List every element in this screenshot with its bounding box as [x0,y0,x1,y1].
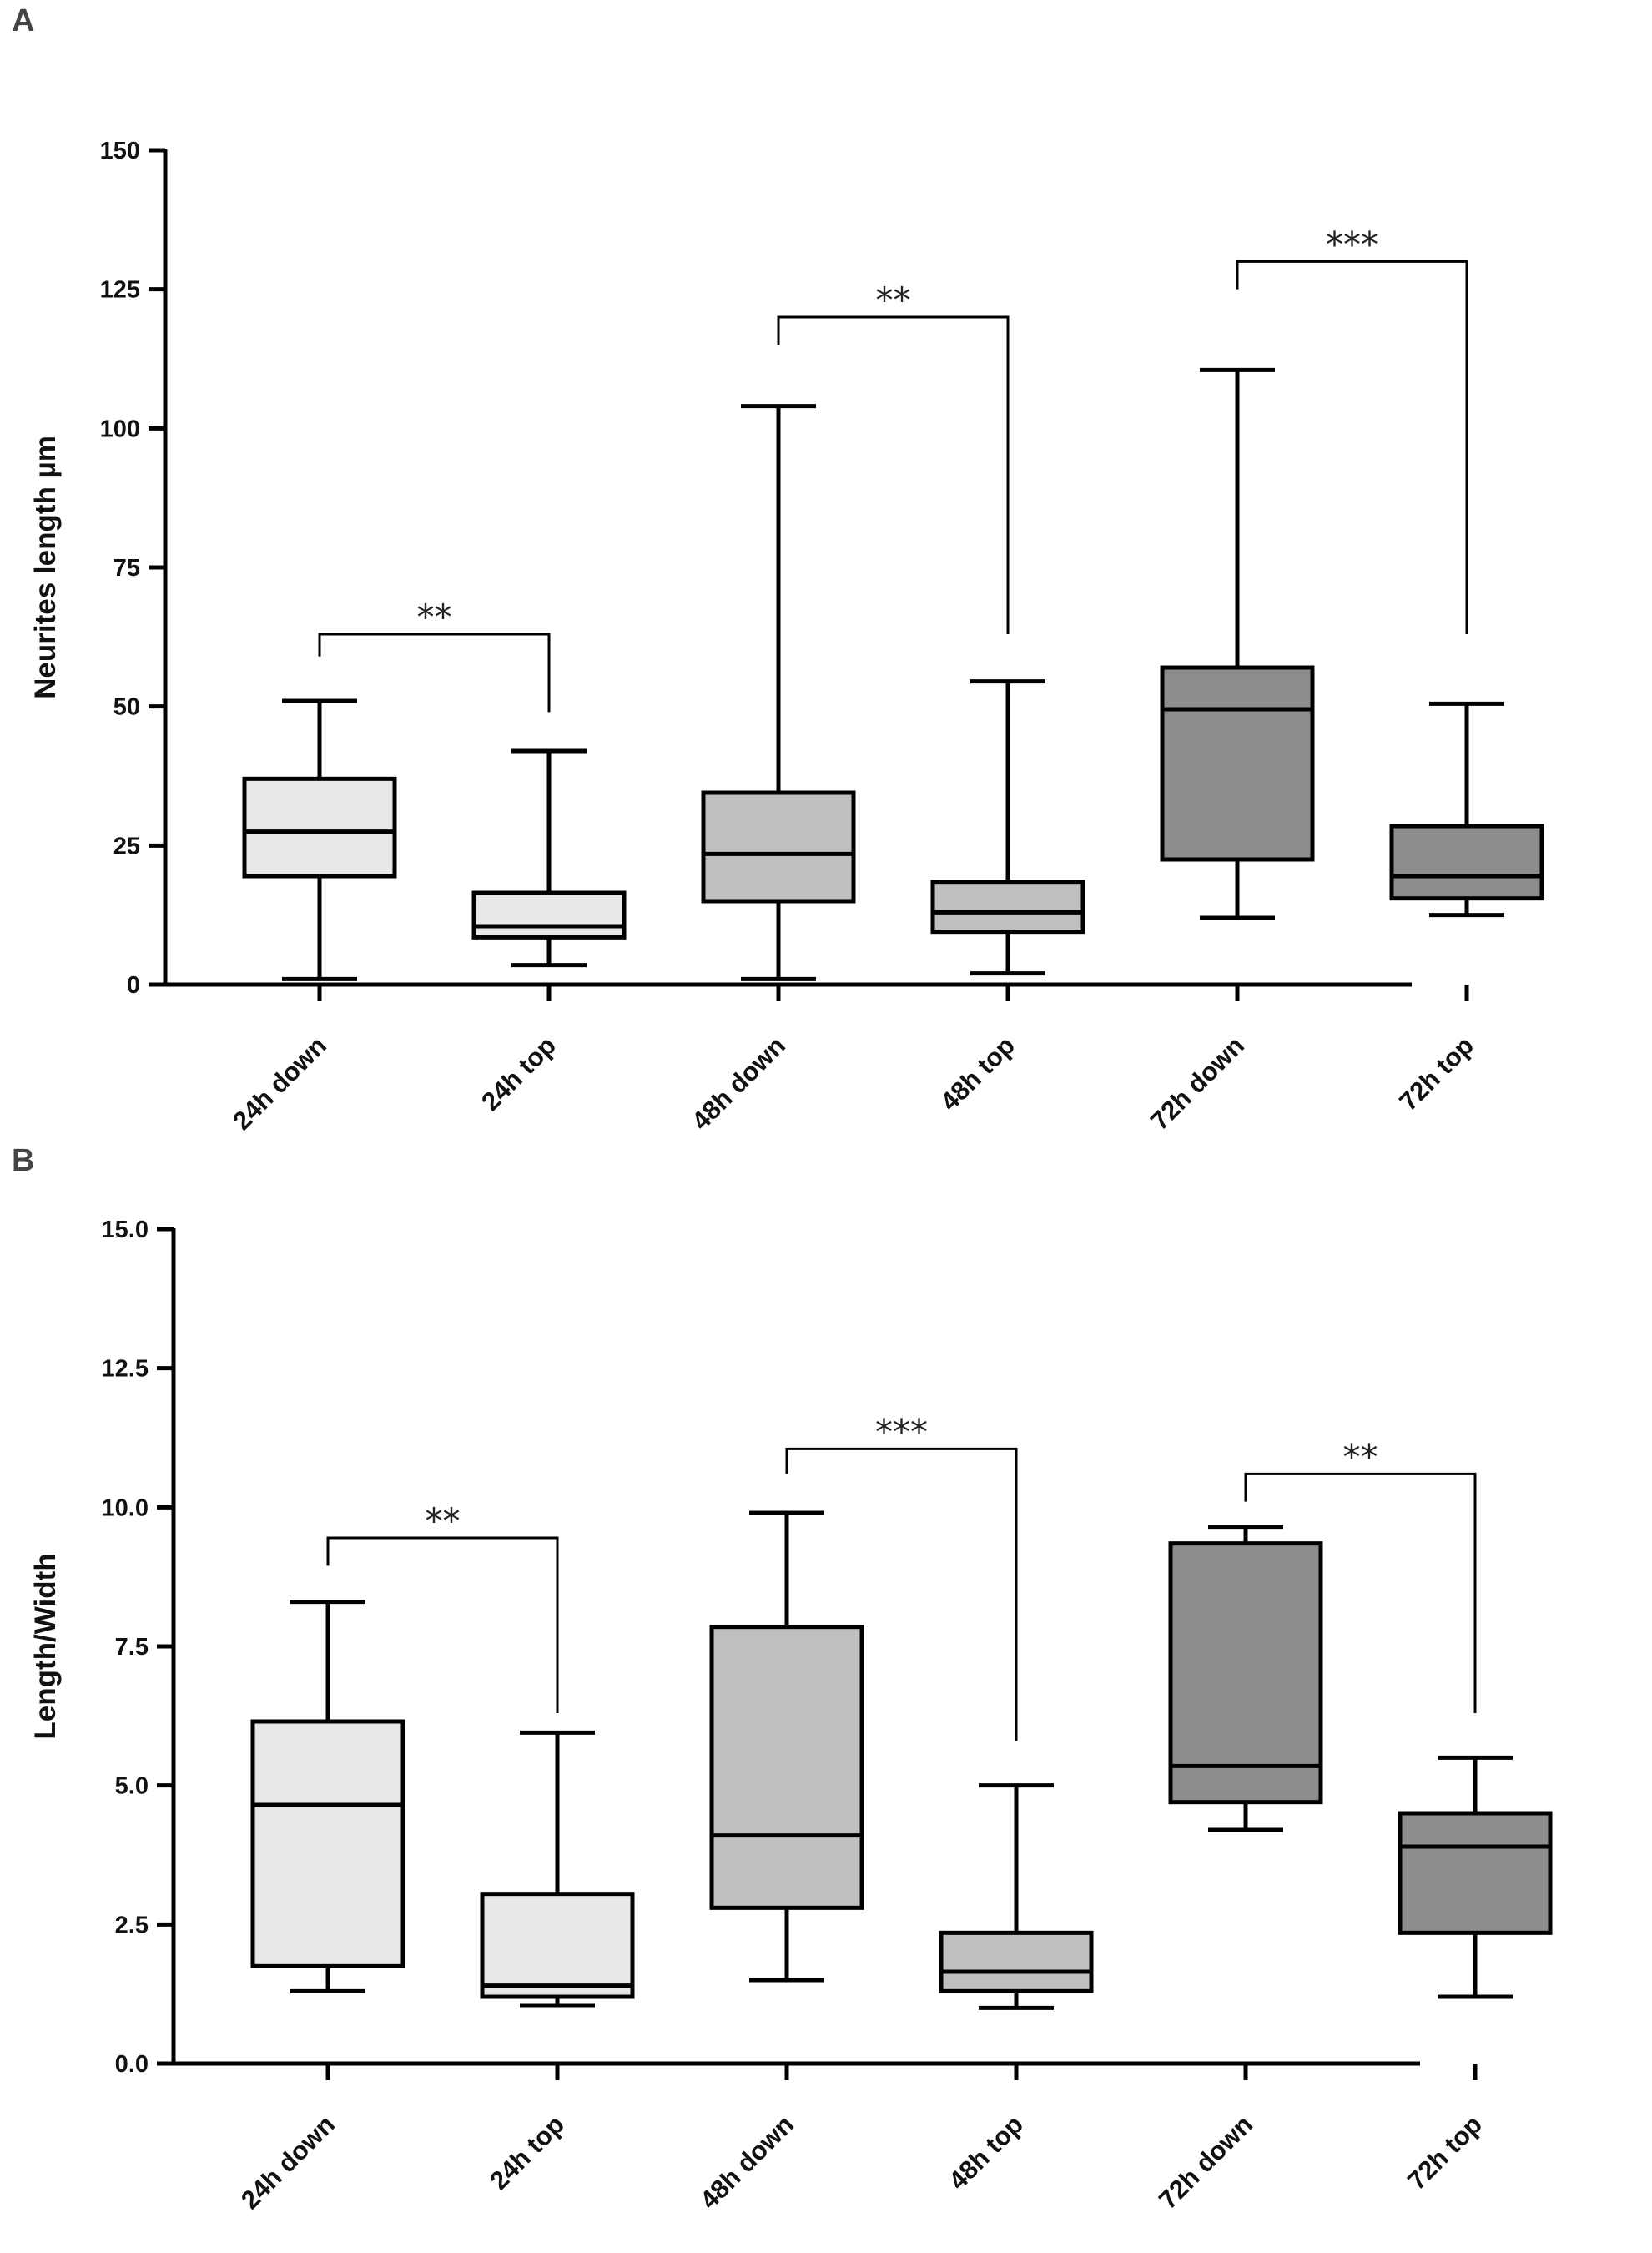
significance-label: ** [876,280,911,320]
y-axis-title: Neurites length µm [29,436,62,699]
box-72h-top [1389,824,1544,901]
x-category-label: 24h down [235,2109,340,2215]
box-24h-top [471,890,627,940]
box-plot-neurites-length: 0 25 50 75 100 125 150 Neurites length µm 24h do… [29,138,1544,1136]
box-72h-down [1160,665,1315,862]
y-tick-label: 150 [100,138,140,164]
box-24h-down [242,776,397,879]
y-axis-title: Length/Width [29,1553,62,1739]
significance-label: ** [426,1500,461,1541]
y-tick-label: 75 [113,555,140,582]
significance-bracket [326,1536,559,1713]
y-tick-label: 25 [113,833,140,859]
x-category-label: 24h top [484,2109,570,2195]
y-tick-label: 7.5 [115,1634,149,1661]
y-tick-label: 10.0 [102,1494,149,1521]
y-tick-label: 12.5 [102,1356,149,1383]
box-24h-down [250,1719,405,1968]
x-category-label: 48h top [943,2109,1029,2195]
x-category-label: 72h top [1402,2109,1488,2195]
y-tick-label: 5.0 [115,1773,149,1800]
box-plot-length-width: 0.0 2.5 5.0 7.5 10.0 12.5 15.0 Length/Width 24h … [29,1217,1553,2215]
box-48h-down [701,790,856,904]
significance-label: *** [875,1411,928,1452]
significance-label: ** [1343,1436,1378,1477]
x-category-label: 48h down [686,1031,791,1136]
x-category-label: 48h top [934,1031,1020,1116]
x-category-label: 24h top [476,1031,562,1116]
y-tick-label: 2.5 [115,1912,149,1938]
box-48h-top [939,1930,1094,1993]
significance-bracket [785,1447,1018,1741]
significance-bracket [777,315,1010,634]
box-48h-down [709,1625,864,1910]
box-72h-top [1398,1811,1553,1935]
y-tick-label: 125 [100,277,140,304]
x-category-label: 72h down [1153,2109,1258,2215]
significance-bracket [1244,1472,1477,1713]
x-category-label: 72h down [1145,1031,1250,1136]
y-tick-label: 15.0 [102,1217,149,1243]
y-tick-label: 0.0 [115,2051,149,2078]
y-tick-label: 50 [113,694,140,721]
panel-label-b: B [12,1143,35,1178]
panel-label-a: A [12,3,35,38]
y-tick-label: 0 [127,972,140,999]
x-category-label: 24h down [227,1031,332,1136]
y-tick-label: 100 [100,416,140,442]
x-category-label: 48h down [694,2109,799,2215]
box-48h-top [930,880,1085,935]
significance-bracket [1236,260,1468,634]
significance-bracket [318,633,551,713]
significance-label: *** [1326,224,1378,265]
x-category-label: 72h top [1393,1031,1479,1116]
significance-label: ** [417,597,452,638]
box-72h-down [1168,1541,1323,1805]
box-24h-top [480,1892,635,1999]
